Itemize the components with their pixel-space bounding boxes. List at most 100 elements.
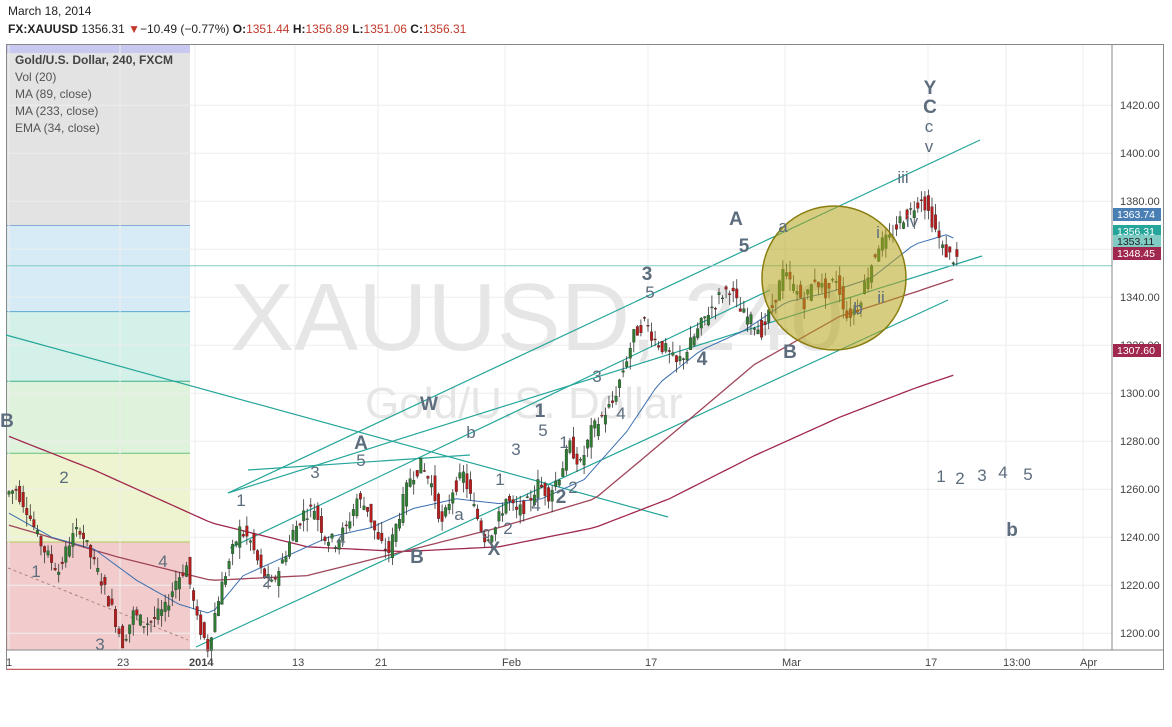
x-tick-label: 17 <box>925 657 937 669</box>
candle-body <box>550 490 554 502</box>
candle-body <box>955 249 959 257</box>
candle-body <box>224 576 227 585</box>
candle-body <box>529 497 533 501</box>
candle-body <box>650 331 653 341</box>
candle-body <box>32 519 36 528</box>
wave-label: 3 <box>977 466 986 485</box>
candle-body <box>522 500 526 515</box>
candle-body <box>330 533 334 539</box>
candle-body <box>96 568 100 572</box>
watermark-symbol: XAUUSD, 240 <box>230 264 844 371</box>
candle-body <box>753 328 756 330</box>
wave-label: 3 <box>511 440 520 459</box>
wave-label: 5 <box>1023 465 1032 484</box>
candle-body <box>745 316 749 325</box>
price-badge <box>1113 208 1161 221</box>
wave-label: i <box>876 223 880 242</box>
trend-channel-line <box>227 139 981 494</box>
candle-body <box>170 591 174 597</box>
fib-top-zone <box>7 45 190 226</box>
candle-body <box>67 545 71 557</box>
candle-body <box>674 355 678 363</box>
legend-title[interactable]: Gold/U.S. Dollar, 240, FXCM <box>15 53 174 67</box>
wave-label: C <box>923 97 937 118</box>
candle-body <box>951 262 955 264</box>
candle-body <box>511 499 515 504</box>
wave-label: 3 <box>642 264 653 285</box>
candle-body <box>447 503 451 511</box>
open-label: O: <box>232 22 247 36</box>
candle-body <box>497 511 501 522</box>
candle-body <box>927 195 930 211</box>
candle-body <box>53 568 57 571</box>
candle-body <box>742 308 746 313</box>
candle-body <box>284 556 288 563</box>
candle-body <box>266 574 270 579</box>
candle-body <box>362 505 366 510</box>
candle-body <box>117 628 121 634</box>
fib-top-band <box>7 45 190 53</box>
candle-body <box>106 596 110 607</box>
candle-body <box>334 546 338 549</box>
candle-body <box>557 480 561 486</box>
candle-body <box>607 404 611 408</box>
candle-body <box>241 534 245 537</box>
candle-body <box>124 639 128 641</box>
wave-label: B <box>410 547 424 568</box>
candle-body <box>245 525 249 537</box>
candle-body <box>728 293 732 295</box>
wave-label: B <box>0 411 14 432</box>
legend-item-ma233[interactable]: MA (233, close) <box>15 104 99 118</box>
symbol-label[interactable]: FX:XAUUSD <box>8 22 79 36</box>
candle-body <box>678 356 682 362</box>
candle-body <box>646 325 650 327</box>
candle-body <box>366 507 369 512</box>
low-value: 1351.06 <box>363 22 407 36</box>
candle-body <box>486 539 490 541</box>
candle-body <box>89 545 93 558</box>
candle-body <box>337 539 341 550</box>
candle-body <box>703 316 707 319</box>
candle-body <box>160 609 164 616</box>
candle-body <box>75 527 78 530</box>
candle-body <box>7 491 11 495</box>
dashed-trend-line <box>7 567 189 641</box>
wave-label: b <box>853 299 862 318</box>
candle-body <box>919 199 923 201</box>
candle-body <box>586 439 590 449</box>
legend-item-ema34[interactable]: EMA (34, close) <box>15 121 100 135</box>
candle-body <box>394 523 398 542</box>
chart-frame <box>6 44 1164 670</box>
price-badge-label: 1348.45 <box>1117 248 1155 260</box>
candle-body <box>252 532 256 551</box>
legend-item-vol[interactable]: Vol (20) <box>15 70 57 84</box>
candle-body <box>714 307 717 310</box>
candle-body <box>174 581 178 591</box>
wave-label: c <box>482 523 491 542</box>
candle-body <box>99 581 103 586</box>
candle-body <box>540 484 543 488</box>
candle-body <box>28 515 32 519</box>
price-badge-label: 1363.74 <box>1117 209 1155 221</box>
trend-channel-line <box>5 334 669 518</box>
candle-body <box>156 608 160 620</box>
candle-body <box>85 540 89 542</box>
candle-body <box>373 520 377 531</box>
wave-label: c <box>925 117 934 136</box>
candle-body <box>909 208 913 210</box>
candle-body <box>341 527 345 541</box>
wave-label: 1 <box>31 562 40 581</box>
candle-body <box>64 546 68 563</box>
wave-label: 2 <box>503 519 512 538</box>
indicator-legend: Gold/U.S. Dollar, 240, FXCM Vol (20) MA … <box>15 52 173 137</box>
candle-body <box>696 328 700 338</box>
candle-body <box>749 314 753 325</box>
wave-label: 1 <box>559 433 568 452</box>
candle-body <box>192 590 196 601</box>
legend-item-ma89[interactable]: MA (89, close) <box>15 87 92 101</box>
candle-body <box>412 480 416 485</box>
candle-body <box>390 534 394 559</box>
candle-body <box>564 449 568 471</box>
candle-body <box>532 494 536 506</box>
